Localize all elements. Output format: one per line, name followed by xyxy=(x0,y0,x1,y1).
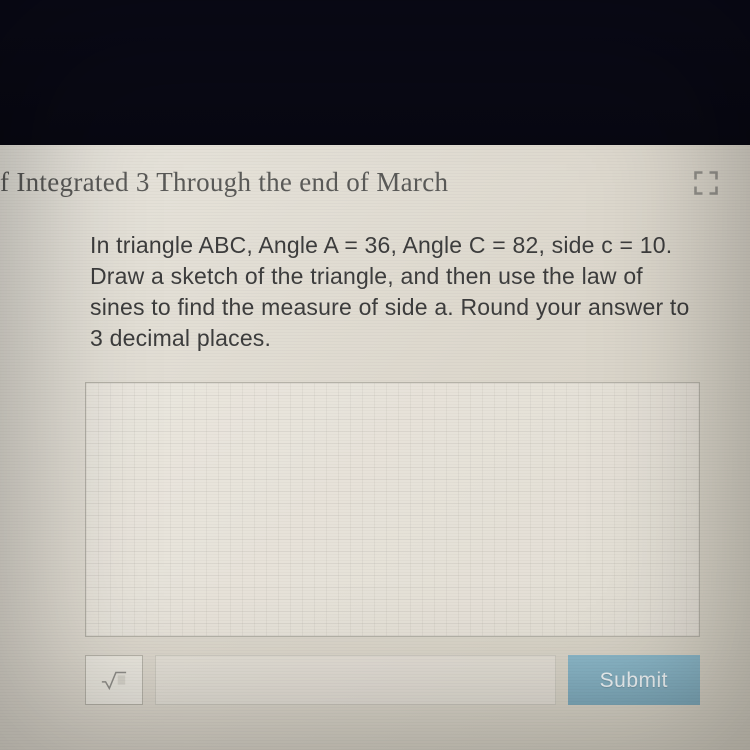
question-text: In triangle ABC, Angle A = 36, Angle C =… xyxy=(90,230,690,354)
question-container: In triangle ABC, Angle A = 36, Angle C =… xyxy=(0,218,750,354)
content-area: f Integrated 3 Through the end of March … xyxy=(0,145,750,750)
page-title: f Integrated 3 Through the end of March xyxy=(0,167,448,198)
dark-header-region xyxy=(0,0,750,145)
answer-workspace[interactable] xyxy=(85,382,700,637)
controls-row: Submit xyxy=(85,655,700,705)
sqrt-button[interactable] xyxy=(85,655,143,705)
header-bar: f Integrated 3 Through the end of March xyxy=(0,145,750,218)
answer-input-area[interactable] xyxy=(155,655,556,705)
fullscreen-icon[interactable] xyxy=(692,169,720,197)
submit-button[interactable]: Submit xyxy=(568,655,700,705)
